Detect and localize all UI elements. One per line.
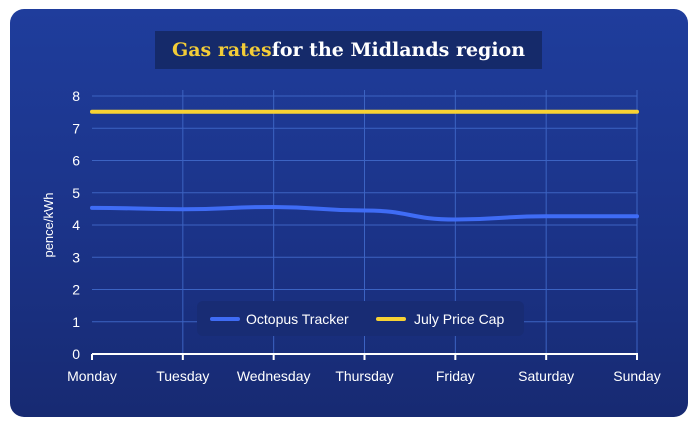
y-tick-label: 6 bbox=[72, 153, 80, 169]
x-tick-label: Friday bbox=[436, 368, 475, 384]
x-tick-label: Monday bbox=[67, 368, 117, 384]
x-tick-label: Saturday bbox=[518, 368, 574, 384]
series-line bbox=[90, 204, 639, 222]
x-tick-label: Wednesday bbox=[237, 368, 311, 384]
legend-box bbox=[197, 301, 524, 336]
grid-lines bbox=[92, 90, 638, 354]
x-tick-label: Tuesday bbox=[156, 368, 209, 384]
y-tick-label: 8 bbox=[72, 88, 80, 104]
chart-card: Gas rates for the Midlands region bbox=[10, 9, 688, 417]
legend-label: Octopus Tracker bbox=[246, 311, 349, 327]
y-tick-label: 0 bbox=[72, 346, 80, 362]
x-tick-labels: Monday Tuesday Wednesday Thursday Friday Satu… bbox=[67, 368, 661, 384]
x-tick-label: Thursday bbox=[335, 368, 393, 384]
chart-title-rest: for the Midlands region bbox=[271, 39, 526, 61]
y-tick-label: 5 bbox=[72, 185, 80, 201]
series-lines bbox=[90, 109, 639, 222]
y-tick-label: 4 bbox=[72, 217, 80, 233]
legend-label: July Price Cap bbox=[414, 311, 504, 327]
y-axis-label: pence/kWh bbox=[41, 192, 56, 257]
y-tick-label: 2 bbox=[72, 282, 80, 298]
chart-title-highlight: Gas rates bbox=[171, 39, 272, 61]
y-tick-label: 1 bbox=[72, 314, 80, 330]
x-tick-label: Sunday bbox=[613, 368, 660, 384]
y-tick-label: 7 bbox=[72, 120, 80, 136]
axes bbox=[91, 353, 638, 360]
y-tick-labels: 0 1 2 3 4 5 6 7 8 bbox=[72, 88, 80, 362]
chart-title: Gas rates for the Midlands region bbox=[155, 31, 542, 69]
legend: Octopus Tracker July Price Cap bbox=[197, 301, 524, 336]
y-tick-label: 3 bbox=[72, 249, 80, 265]
